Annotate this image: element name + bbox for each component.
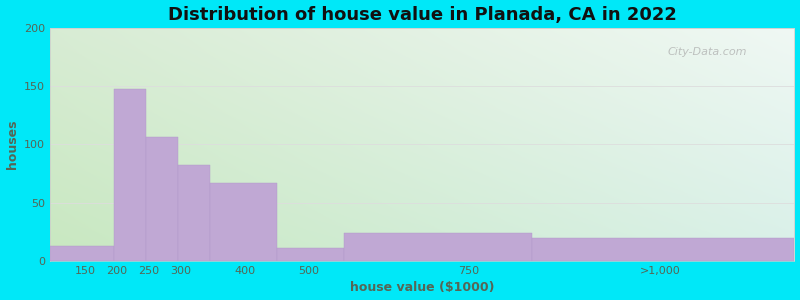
Bar: [277, 248, 344, 261]
Y-axis label: houses: houses: [6, 120, 18, 169]
Bar: [344, 233, 533, 261]
X-axis label: house value ($1000): house value ($1000): [350, 281, 494, 294]
Title: Distribution of house value in Planada, CA in 2022: Distribution of house value in Planada, …: [168, 6, 677, 24]
Text: City-Data.com: City-Data.com: [668, 46, 747, 56]
Bar: [146, 137, 178, 261]
Bar: [114, 88, 146, 261]
Bar: [178, 165, 210, 261]
Bar: [50, 246, 114, 261]
Bar: [533, 238, 794, 261]
Bar: [210, 183, 277, 261]
